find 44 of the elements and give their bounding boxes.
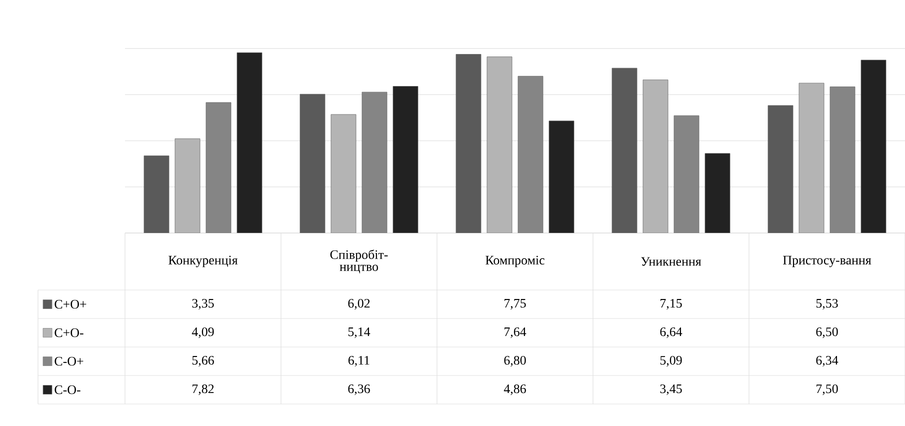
- data-label: 6,11: [348, 356, 370, 367]
- data-label: 7,50: [816, 384, 838, 396]
- data-label: 7,15: [660, 298, 682, 310]
- bar: [236, 52, 262, 233]
- x-tick-label: Конкуренція: [168, 256, 238, 268]
- bar: [830, 86, 856, 233]
- data-label: 3,45: [660, 384, 682, 396]
- data-label: 6,64: [660, 327, 682, 338]
- legend-label: C+O-: [54, 328, 84, 338]
- data-label: 6,02: [348, 298, 370, 310]
- x-tick-label: Компроміс: [486, 256, 544, 268]
- data-label: 4,86: [504, 384, 526, 396]
- data-label: 7,82: [192, 384, 214, 396]
- legend-label: C-O-: [54, 385, 80, 394]
- bar: [642, 80, 668, 233]
- bar: [704, 153, 730, 233]
- data-label: 6,50: [816, 327, 838, 338]
- bar: [330, 114, 356, 233]
- data-label: 6,36: [348, 384, 370, 396]
- bar: [174, 138, 200, 233]
- bar: [548, 120, 574, 233]
- data-label: 6,80: [504, 356, 526, 367]
- bar: [860, 60, 886, 233]
- data-label: 5,09: [660, 356, 682, 367]
- bar: [486, 56, 512, 233]
- legend-label: C+O+: [54, 300, 86, 309]
- data-label: 7,64: [504, 327, 526, 338]
- legend-label: C-O+: [54, 356, 84, 366]
- data-label: 5,66: [192, 356, 214, 367]
- data-label: 4,09: [192, 327, 214, 338]
- data-label: 5,53: [816, 298, 838, 310]
- x-tick-label: Співробіт-ництво: [330, 250, 388, 274]
- data-label: 3,35: [192, 298, 214, 310]
- bar: [392, 86, 418, 233]
- bar: [206, 102, 232, 233]
- data-label: 5,14: [348, 327, 370, 338]
- bar: [518, 76, 544, 233]
- bar: [362, 92, 388, 233]
- x-tick-label: Уникнення: [641, 257, 702, 266]
- data-label: 7,75: [504, 299, 526, 310]
- data-label: 6,34: [816, 356, 838, 367]
- bar: [798, 82, 824, 233]
- bar: [674, 115, 700, 233]
- x-tick-label: Пристосу-вання: [783, 256, 872, 268]
